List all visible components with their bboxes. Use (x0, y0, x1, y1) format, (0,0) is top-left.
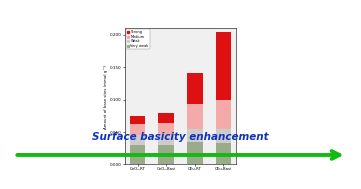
Bar (187, 129, 203, 142)
Bar (130, 116, 145, 124)
Bar (130, 145, 145, 164)
Text: Surface basicity enhancement: Surface basicity enhancement (92, 132, 269, 142)
Bar (158, 123, 174, 135)
Bar (158, 135, 174, 145)
Bar (216, 143, 231, 164)
Text: Congo red adsorbed on
Er³⁺ doped CeO₂ crystallite: Congo red adsorbed on Er³⁺ doped CeO₂ cr… (264, 31, 353, 43)
Text: Congo red adsorbed on
pure CeO₂ crystallite: Congo red adsorbed on pure CeO₂ crystall… (14, 32, 91, 43)
Bar (158, 145, 174, 164)
Bar (216, 100, 231, 129)
Bar (130, 135, 145, 145)
Bar (130, 124, 145, 135)
Bar (158, 113, 174, 123)
Bar (187, 104, 203, 129)
Legend: Strong, Medium, Weak, Very weak: Strong, Medium, Weak, Very weak (126, 29, 150, 49)
Bar (216, 32, 231, 100)
Bar (187, 142, 203, 164)
Bar (187, 73, 203, 104)
Bar (216, 129, 231, 143)
Y-axis label: Amount of base sites (mmol g⁻¹): Amount of base sites (mmol g⁻¹) (104, 64, 108, 129)
